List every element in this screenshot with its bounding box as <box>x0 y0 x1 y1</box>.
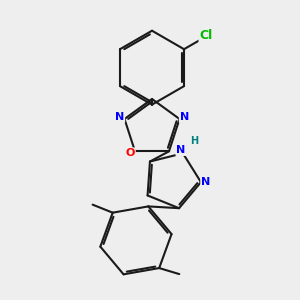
Text: Cl: Cl <box>200 28 213 42</box>
Text: H: H <box>190 136 198 146</box>
Text: N: N <box>201 177 210 187</box>
Text: N: N <box>176 145 185 155</box>
Text: N: N <box>180 112 189 122</box>
Text: O: O <box>125 148 135 158</box>
Text: N: N <box>115 112 124 122</box>
